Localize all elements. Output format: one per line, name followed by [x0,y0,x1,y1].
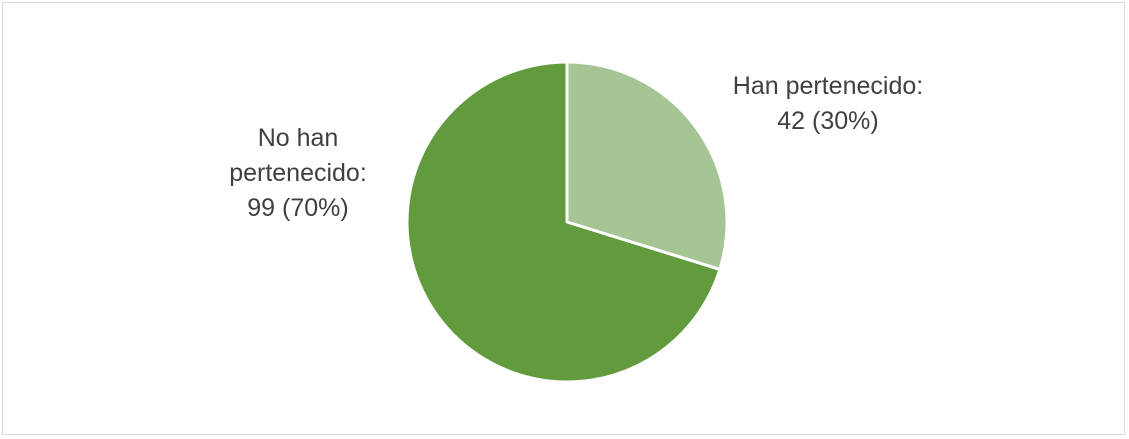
data-label-no-han-line1: No han [257,124,339,152]
data-label-han-line1: Han pertenecido: [732,72,924,100]
data-label-han-value: 42 (30%) [777,107,879,135]
data-label-no-han-pertenecido: No han pertenecido: 99 (70%) [183,121,413,226]
data-label-han-pertenecido: Han pertenecido: 42 (30%) [693,69,963,139]
data-label-no-han-line2: pertenecido: [229,159,367,187]
data-label-no-han-value: 99 (70%) [247,194,349,222]
pie-chart [405,60,729,384]
pie-slice-han-pertenecido [565,60,729,271]
pie-slice-no-han-pertenecido [405,60,722,384]
